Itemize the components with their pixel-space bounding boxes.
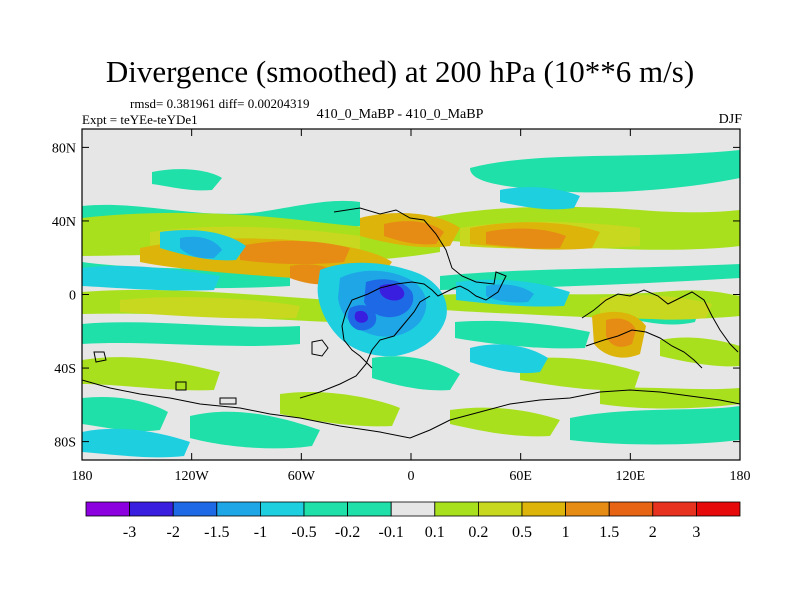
colorbar-label: 3: [692, 524, 700, 541]
africa-eurasia-coast: [333, 207, 507, 369]
colorbar-swatch: [347, 501, 392, 517]
purple-blue-contours: [354, 284, 405, 323]
colorbar-swatch: [434, 501, 479, 517]
colorbar-swatch: [259, 501, 305, 517]
colorbar-label: 2: [649, 524, 657, 541]
colorbar-label: 0.1: [425, 524, 445, 541]
colorbar-label: -0.1: [379, 524, 404, 541]
x-tick-label: 60W: [288, 469, 316, 484]
y-tick-label: 80S: [54, 436, 76, 451]
colorbar-swatch: [477, 501, 523, 517]
x-tick-label: 120W: [175, 469, 210, 484]
x-tick-label: 60E: [509, 469, 532, 484]
colorbar-swatch: [390, 501, 436, 517]
y-axis: 80N 40N 0 40S 80S: [52, 141, 740, 451]
colorbar-label: 1: [562, 524, 570, 541]
south-america-coast: [299, 295, 431, 399]
colorbar-label: 1.5: [599, 524, 619, 541]
colorbar-swatch: [216, 501, 261, 517]
colorbar-swatch: [129, 501, 174, 517]
island-4: [219, 397, 237, 405]
colorbar-swatch: [303, 501, 348, 517]
season-label: DJF: [718, 112, 742, 127]
colorbar-swatch: [696, 501, 741, 517]
x-tick-label: 0: [408, 469, 415, 484]
x-tick-label: 120E: [616, 469, 646, 484]
coastlines: [82, 207, 740, 439]
colorbar-swatch: [172, 501, 218, 517]
island-3: [175, 381, 187, 391]
period-compare-label: 410_0_MaBP - 410_0_MaBP: [316, 107, 484, 122]
colorbar-label: -0.2: [335, 524, 360, 541]
australia-coast: [581, 289, 739, 353]
colorbar-label: -1.5: [204, 524, 229, 541]
colorbar: -3 -2 -1.5 -1 -0.5 -0.2 -0.1 0.1 0.2 0.5 1 1.5 2 3: [85, 501, 741, 541]
experiment-label: Expt = teYEe-teYDe1: [82, 112, 198, 127]
map-plot-area: [82, 129, 740, 460]
indonesia-coast: [585, 329, 703, 369]
colorbar-swatch: [521, 501, 566, 517]
colorbar-label: 0.5: [512, 524, 532, 541]
rmsd-value: rmsd= 0.381961: [130, 96, 216, 111]
y-tick-label: 80N: [52, 141, 76, 156]
colorbar-swatch: [85, 501, 130, 517]
colorbar-label: -1: [254, 524, 267, 541]
map-title: Divergence (smoothed) at 200 hPa (10**6 …: [105, 54, 695, 89]
colorbar-swatch: [652, 501, 697, 517]
antarctica-coast: [82, 379, 740, 439]
colorbar-label: -3: [123, 524, 136, 541]
island-2: [93, 351, 107, 363]
x-tick-label: 180: [72, 469, 93, 484]
colorbar-swatch: [565, 501, 610, 517]
colorbar-swatch: [608, 501, 654, 517]
colorbar-label: -0.5: [291, 524, 316, 541]
diff-value: diff= 0.00204319: [218, 96, 310, 111]
colorbar-label: -2: [167, 524, 180, 541]
colorbar-label: 0.2: [468, 524, 488, 541]
island-1: [311, 339, 329, 357]
stats-line: rmsd= 0.381961 diff= 0.00204319: [130, 96, 309, 111]
y-tick-label: 0: [69, 289, 76, 304]
x-axis: 180 120W 60W 0 60E 120E 180: [72, 129, 751, 484]
y-tick-label: 40S: [54, 362, 76, 377]
y-tick-label: 40N: [52, 215, 76, 230]
x-tick-label: 180: [730, 469, 751, 484]
